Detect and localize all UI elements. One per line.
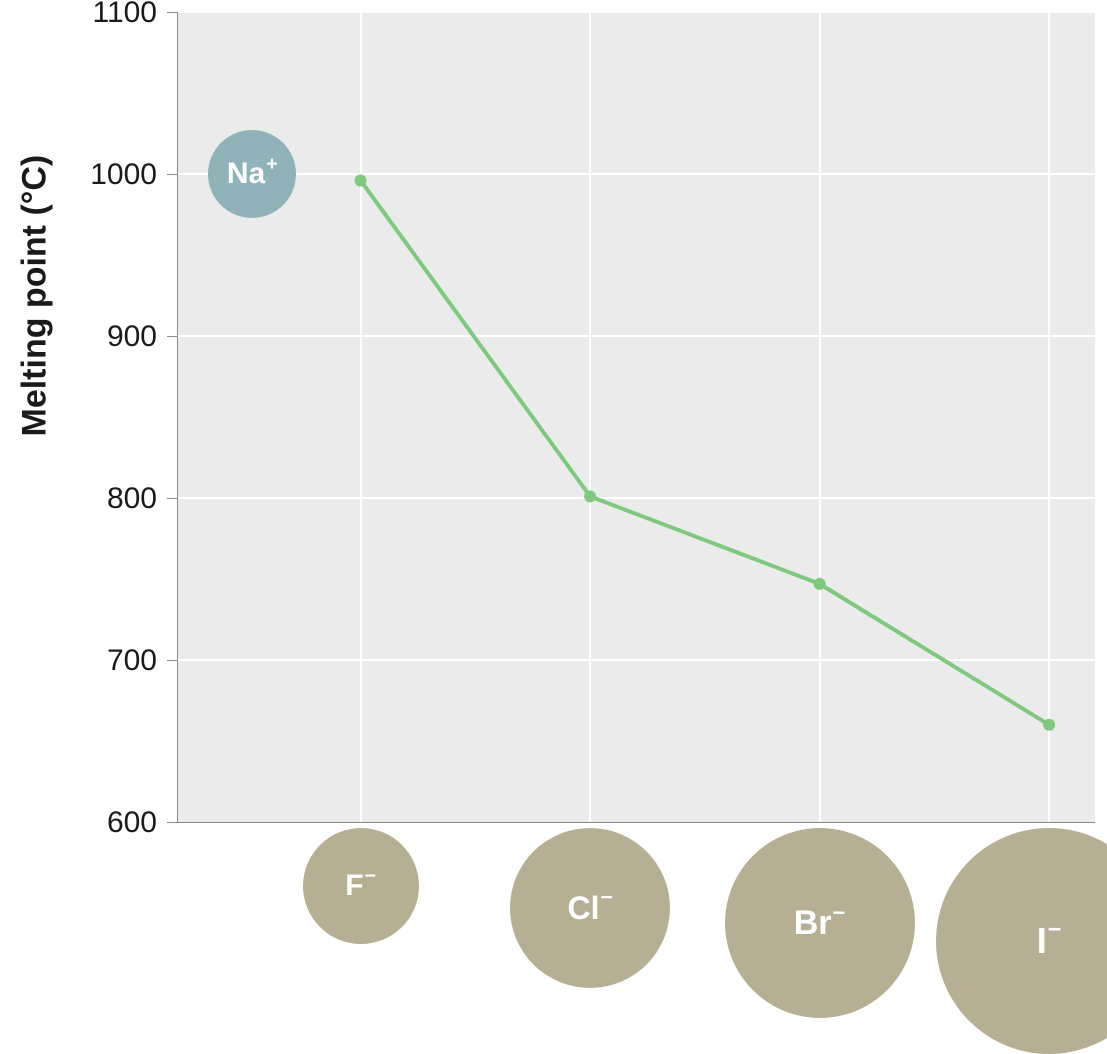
cation-charge: +	[266, 155, 277, 175]
anion-br: Br−	[725, 828, 915, 1018]
anion-charge: −	[365, 867, 376, 887]
anion-label: F	[345, 871, 363, 901]
anion-label: Cl	[568, 892, 600, 924]
anion-label: Br	[794, 906, 832, 940]
anion-cl: Cl−	[510, 828, 670, 988]
cation-na: Na +	[208, 130, 296, 218]
line-series	[0, 0, 1107, 951]
data-point	[355, 174, 367, 186]
cation-label: Na	[227, 159, 265, 189]
melting-point-chart: 60070080090010001100 Melting point (°C) …	[0, 0, 1107, 951]
anion-charge: −	[1048, 918, 1062, 941]
data-point	[814, 578, 826, 590]
anion-label: I	[1037, 923, 1047, 959]
anion-f: F−	[303, 828, 419, 944]
data-point	[584, 490, 596, 502]
anion-charge: −	[833, 902, 846, 924]
data-point	[1043, 719, 1055, 731]
anion-charge: −	[601, 888, 613, 909]
